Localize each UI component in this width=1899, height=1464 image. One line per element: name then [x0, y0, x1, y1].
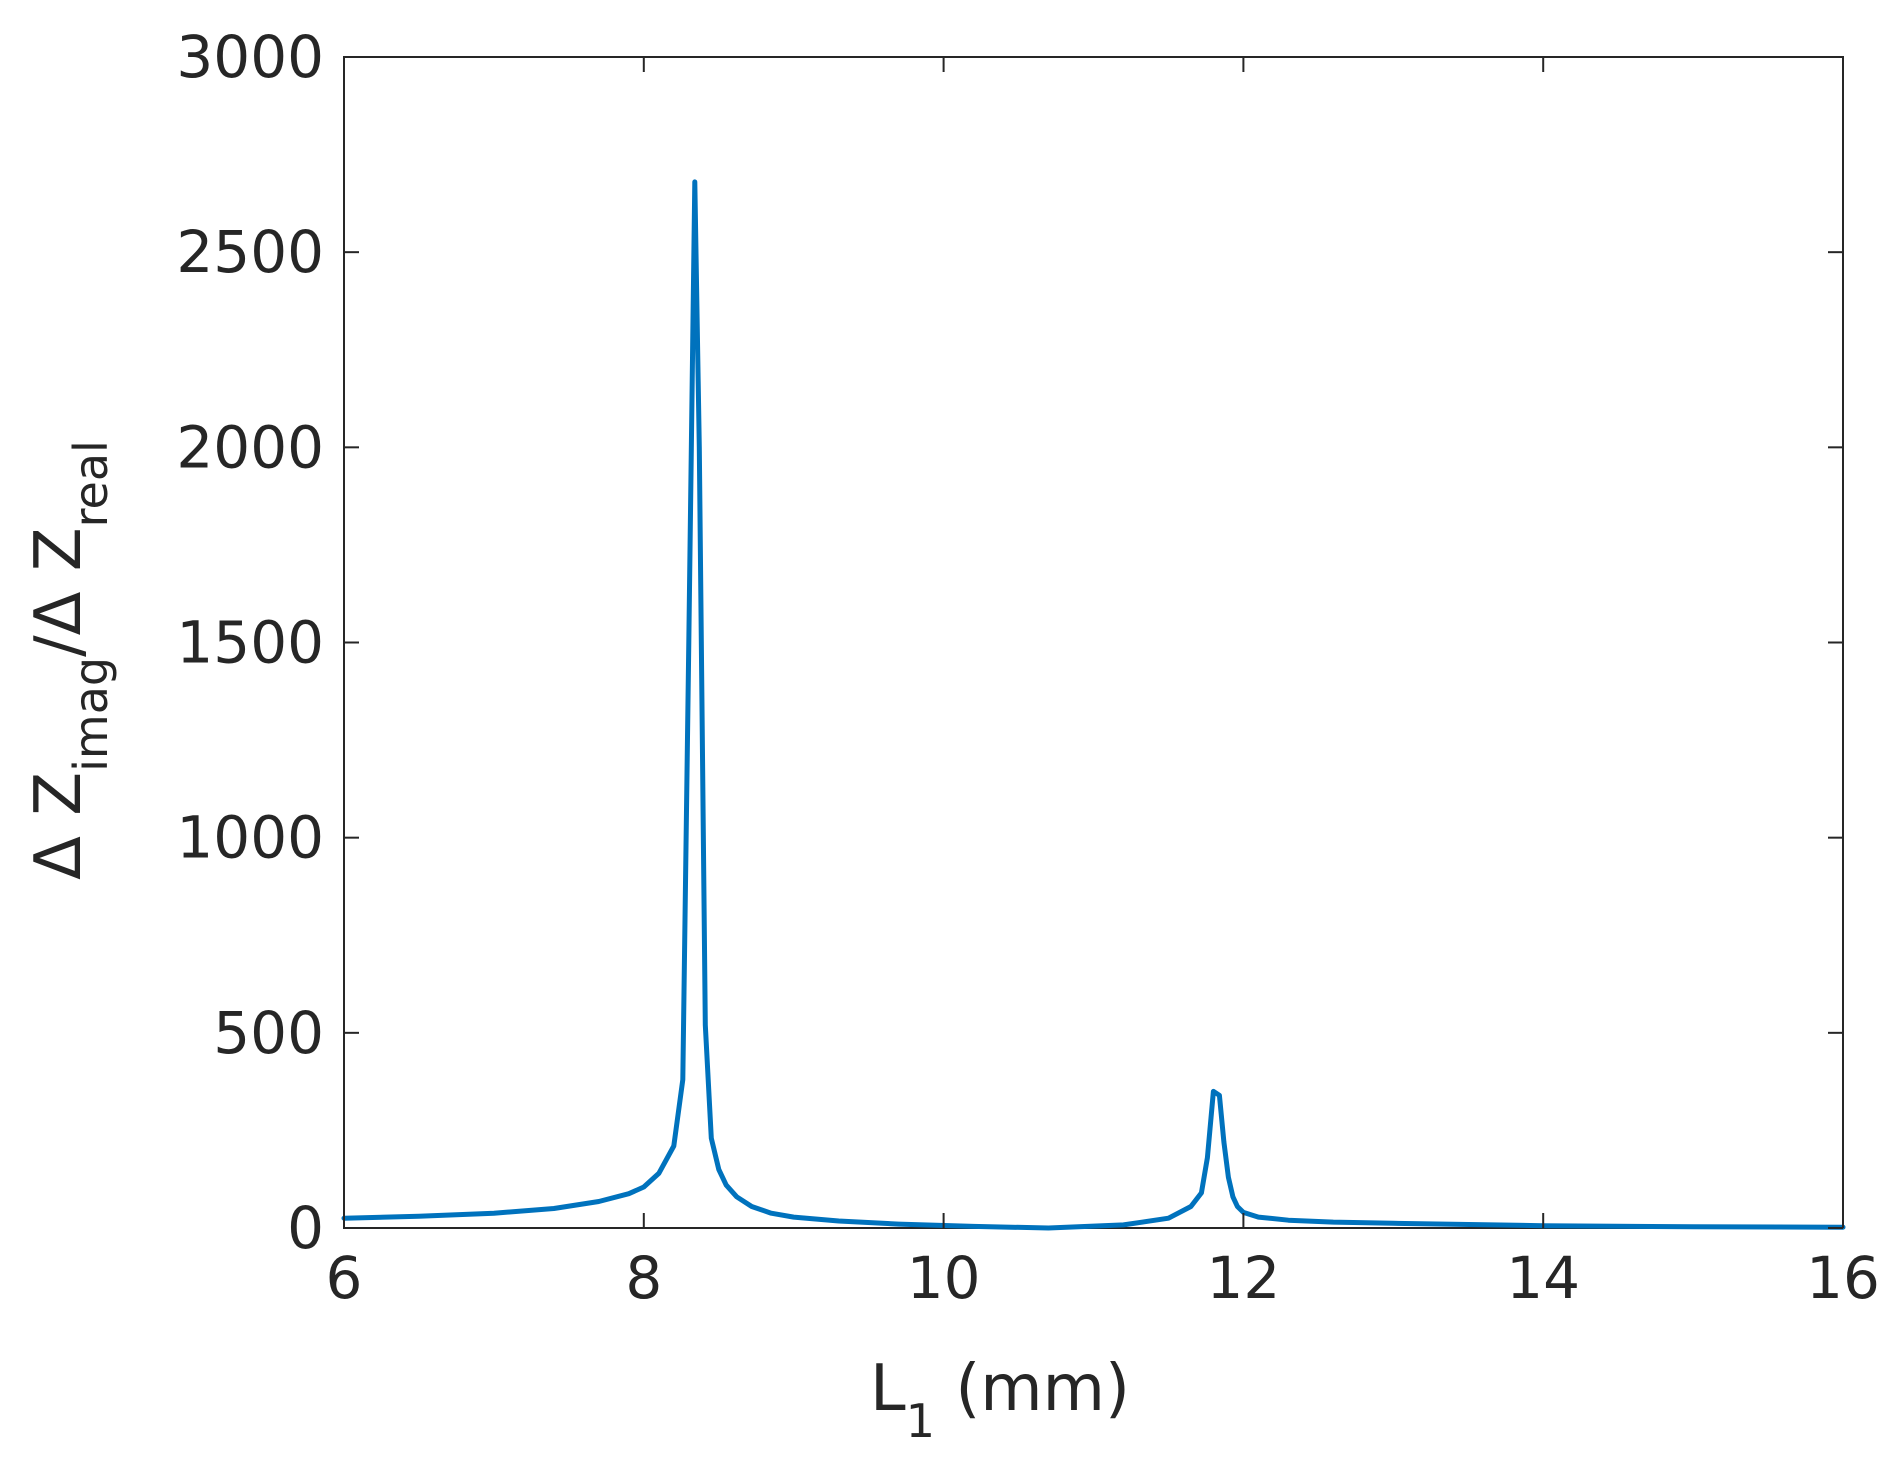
y-tick-label: 1500 [176, 609, 324, 677]
y-tick-label: 500 [213, 999, 324, 1067]
axes-box [343, 56, 1844, 1229]
series-line-0 [341, 179, 1846, 1231]
x-tick-label: 8 [625, 1244, 662, 1312]
y-axis-label: Δ Zimag/Δ Zreal [22, 440, 118, 880]
x-tick-label: 10 [907, 1244, 981, 1312]
tick-labels: 6 8 10 12 14 16 0 500 1000 1500 2000 2500 3000 [176, 23, 1880, 1312]
x-tick-label: 16 [1806, 1244, 1880, 1312]
x-tick-label: 6 [326, 1244, 363, 1312]
y-tick-label: 3000 [176, 23, 324, 91]
x-axis-label: L1 (mm) [870, 1352, 1130, 1448]
plot-area [341, 56, 1846, 1231]
y-tick-label: 2000 [176, 413, 324, 481]
y-tick-label: 2500 [176, 218, 324, 286]
x-tick-label: 12 [1206, 1244, 1280, 1312]
y-tick-label: 0 [287, 1194, 324, 1262]
x-tick-label: 14 [1506, 1244, 1580, 1312]
axis-ticks [343, 56, 1844, 1229]
y-tick-label: 1000 [176, 804, 324, 872]
